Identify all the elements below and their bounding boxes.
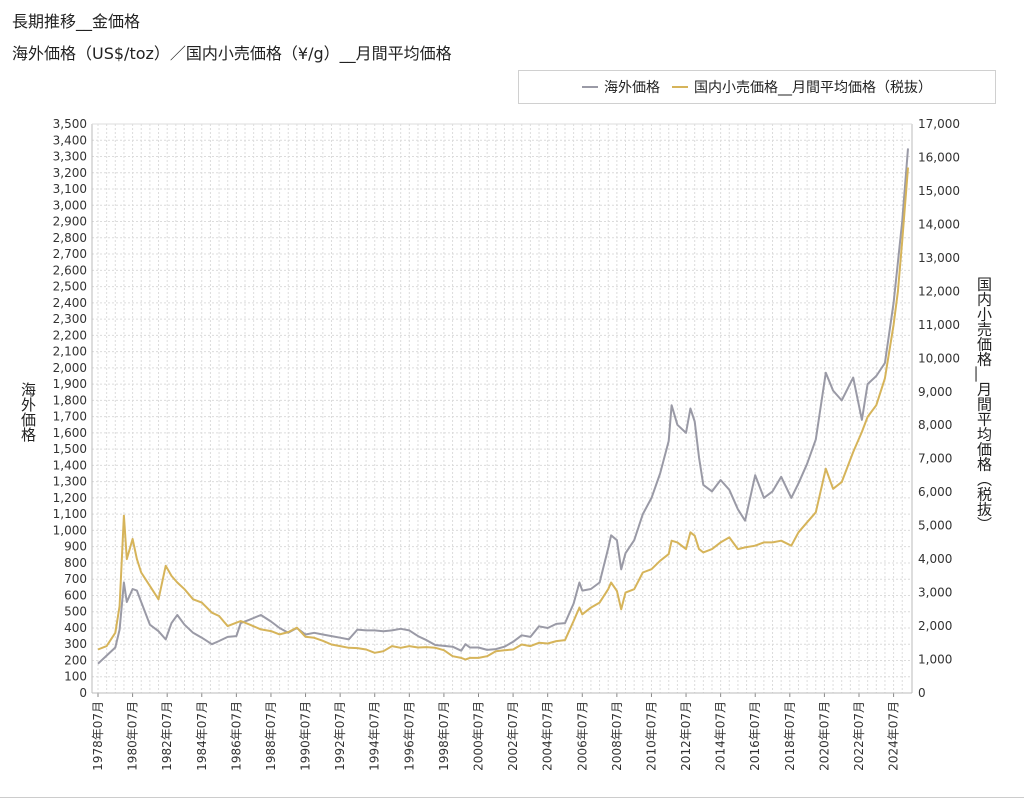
- y-tick-left-label: 2,600: [53, 263, 87, 277]
- y-tick-right-label: 11,000: [918, 318, 960, 332]
- series-layer: [97, 148, 909, 665]
- y-tick-left-label: 200: [64, 653, 87, 667]
- y-tick-right-label: 12,000: [918, 284, 960, 298]
- y-tick-left-label: 1,900: [53, 377, 87, 391]
- legend: 海外価格 国内小売価格__月間平均価格（税抜）: [518, 70, 996, 104]
- y-tick-right-label: 14,000: [918, 217, 960, 231]
- x-tick-label: 2020年07月: [817, 701, 831, 771]
- chart-title: 長期推移__金価格: [12, 12, 141, 31]
- x-tick-label: 1988年07月: [264, 701, 278, 771]
- y-tick-left-label: 2,300: [53, 312, 87, 326]
- y-tick-right-label: 7,000: [918, 452, 952, 466]
- y-tick-right-label: 6,000: [918, 485, 952, 499]
- x-tick-label: 2024年07月: [887, 701, 901, 771]
- y-tick-left-label: 700: [64, 572, 87, 586]
- frame-divider: [0, 797, 1024, 798]
- y-tick-left-label: 1,700: [53, 410, 87, 424]
- y-tick-right-label: 3,000: [918, 586, 952, 600]
- axis-layer: [91, 123, 913, 697]
- y-tick-left-label: 3,000: [53, 198, 87, 212]
- x-tick-label: 1980年07月: [126, 701, 140, 771]
- x-tick-label: 1992年07月: [333, 701, 347, 771]
- y-tick-right-label: 17,000: [918, 117, 960, 131]
- domestic-price-line: [97, 167, 909, 661]
- y-axis-title-right: 国内小売価格__月間平均価格（税抜）: [975, 276, 993, 532]
- legend-swatch-overseas: [582, 86, 598, 88]
- y-tick-left-label: 1,500: [53, 442, 87, 456]
- y-tick-right-label: 15,000: [918, 184, 960, 198]
- legend-label-overseas: 海外価格: [604, 80, 660, 96]
- y-tick-left-label: 2,900: [53, 215, 87, 229]
- y-tick-left-label: 1,800: [53, 393, 87, 407]
- grid-layer: [92, 123, 912, 694]
- y-tick-right-label: 9,000: [918, 385, 952, 399]
- x-tick-label: 2006年07月: [575, 701, 589, 771]
- x-tick-label: 2012年07月: [679, 701, 693, 771]
- y-tick-right-label: 10,000: [918, 351, 960, 365]
- x-tick-label: 2000年07月: [471, 701, 485, 771]
- x-tick-label: 2014年07月: [714, 701, 728, 771]
- y-tick-left-label: 500: [64, 605, 87, 619]
- y-tick-left-label: 1,000: [53, 523, 87, 537]
- y-tick-right-label: 13,000: [918, 251, 960, 265]
- overseas-price-line: [97, 148, 909, 665]
- y-tick-left-label: 100: [64, 670, 87, 684]
- y-tick-left-label: 0: [79, 686, 87, 700]
- x-tick-label: 1990年07月: [299, 701, 313, 771]
- x-tick-label: 1982年07月: [160, 701, 174, 771]
- x-tick-label: 1978年07月: [91, 701, 105, 771]
- x-tick-label: 2004年07月: [541, 701, 555, 771]
- y-tick-left-label: 3,200: [53, 166, 87, 180]
- y-tick-left-label: 400: [64, 621, 87, 635]
- y-tick-left-label: 2,800: [53, 231, 87, 245]
- y-tick-left-label: 2,500: [53, 280, 87, 294]
- x-tick-label: 1984年07月: [195, 701, 209, 771]
- x-tick-label: 1986年07月: [229, 701, 243, 771]
- tick-layer: 0 100 200 300 400 500 600 700 800 900 1,000 1,100 1,…: [53, 117, 960, 771]
- y-tick-right-label: 5,000: [918, 519, 952, 533]
- y-tick-left-label: 300: [64, 637, 87, 651]
- y-tick-left-label: 2,000: [53, 361, 87, 375]
- y-tick-left-label: 3,100: [53, 182, 87, 196]
- x-tick-label: 2018年07月: [783, 701, 797, 771]
- y-tick-right-label: 4,000: [918, 552, 952, 566]
- x-tick-label: 1996年07月: [402, 701, 416, 771]
- legend-item-overseas[interactable]: 海外価格: [582, 77, 660, 97]
- y-axis-title-left: 海外価格: [19, 382, 37, 442]
- y-tick-right-label: 2,000: [918, 619, 952, 633]
- y-tick-right-label: 1,000: [918, 653, 952, 667]
- y-tick-left-label: 900: [64, 540, 87, 554]
- y-tick-left-label: 2,200: [53, 328, 87, 342]
- y-tick-left-label: 3,500: [53, 117, 87, 131]
- x-tick-label: 2010年07月: [644, 701, 658, 771]
- legend-item-domestic[interactable]: 国内小売価格__月間平均価格（税抜）: [672, 77, 932, 97]
- y-tick-right-label: 16,000: [918, 150, 960, 164]
- y-tick-left-label: 3,300: [53, 150, 87, 164]
- y-tick-left-label: 2,400: [53, 296, 87, 310]
- chart-subtitle: 海外価格（US$/toz）／国内小売価格（¥/g）__月間平均価格: [12, 44, 452, 63]
- y-tick-left-label: 1,300: [53, 475, 87, 489]
- legend-swatch-domestic: [672, 86, 688, 88]
- y-tick-left-label: 2,700: [53, 247, 87, 261]
- legend-label-domestic: 国内小売価格__月間平均価格（税抜）: [694, 80, 932, 96]
- x-tick-label: 2022年07月: [852, 701, 866, 771]
- y-tick-left-label: 3,400: [53, 133, 87, 147]
- y-tick-left-label: 1,200: [53, 491, 87, 505]
- y-tick-left-label: 800: [64, 556, 87, 570]
- y-tick-left-label: 1,400: [53, 458, 87, 472]
- y-tick-left-label: 1,600: [53, 426, 87, 440]
- x-tick-label: 1998年07月: [437, 701, 451, 771]
- x-tick-label: 2008年07月: [610, 701, 624, 771]
- y-tick-left-label: 600: [64, 588, 87, 602]
- y-tick-right-label: 0: [918, 686, 926, 700]
- x-tick-label: 2002年07月: [506, 701, 520, 771]
- x-tick-label: 2016年07月: [748, 701, 762, 771]
- y-tick-right-label: 8,000: [918, 418, 952, 432]
- x-tick-label: 1994年07月: [368, 701, 382, 771]
- y-tick-left-label: 2,100: [53, 345, 87, 359]
- y-tick-left-label: 1,100: [53, 507, 87, 521]
